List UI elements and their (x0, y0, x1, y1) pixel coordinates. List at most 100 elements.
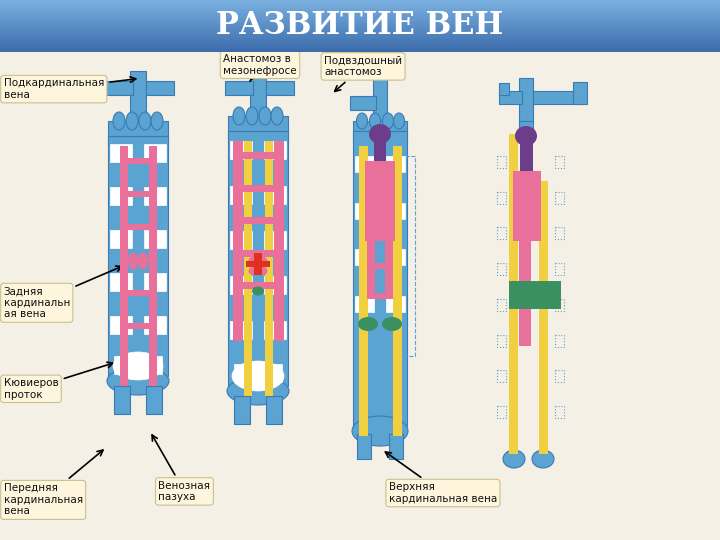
Bar (0, 40, 720, 42)
Bar (120, 257, 157, 263)
Ellipse shape (151, 112, 163, 130)
Ellipse shape (129, 253, 137, 260)
Bar (120, 191, 157, 197)
Bar (519, 121, 533, 141)
Ellipse shape (126, 112, 138, 130)
Bar (0, 32, 720, 35)
Bar (0, 38, 720, 39)
Bar (264, 321, 286, 339)
Bar (386, 156, 405, 172)
Bar (499, 83, 509, 95)
Bar (110, 230, 132, 248)
Bar (355, 202, 374, 219)
Bar (110, 316, 132, 334)
Bar (144, 230, 166, 248)
Bar (246, 261, 270, 267)
Bar (386, 202, 405, 219)
Bar (513, 171, 541, 241)
Bar (264, 276, 286, 294)
Ellipse shape (532, 450, 554, 468)
Bar (520, 134, 533, 189)
Bar (233, 249, 284, 256)
Bar (355, 296, 374, 312)
Bar (555, 370, 564, 382)
Ellipse shape (394, 113, 405, 129)
Bar (555, 335, 564, 347)
Bar (0, 14, 720, 16)
Bar (144, 144, 166, 162)
Bar (0, 39, 720, 41)
Bar (509, 281, 561, 309)
Ellipse shape (356, 113, 367, 129)
Bar (0, 29, 720, 30)
Ellipse shape (259, 107, 271, 125)
Bar (233, 185, 284, 192)
Bar (0, 30, 720, 32)
Ellipse shape (382, 113, 394, 129)
Ellipse shape (129, 262, 137, 269)
Bar (539, 181, 548, 431)
Ellipse shape (246, 107, 258, 125)
Ellipse shape (113, 352, 163, 380)
Ellipse shape (358, 317, 378, 331)
Bar (0, 34, 720, 36)
Bar (0, 51, 720, 52)
Ellipse shape (107, 367, 169, 395)
Bar (225, 81, 253, 95)
Ellipse shape (134, 258, 142, 265)
Ellipse shape (113, 112, 125, 130)
Bar (114, 386, 130, 414)
Bar (230, 276, 252, 294)
Text: Задняя
кардинальн
ая вена: Задняя кардинальн ая вена (4, 266, 122, 319)
Bar (519, 78, 533, 123)
Ellipse shape (227, 377, 289, 405)
Bar (228, 131, 288, 386)
Bar (265, 141, 273, 396)
Ellipse shape (382, 317, 402, 331)
Ellipse shape (258, 267, 268, 275)
Bar (359, 146, 368, 436)
Bar (0, 26, 720, 28)
Text: Анастомоз в
мезонефросе: Анастомоз в мезонефросе (223, 54, 297, 82)
Bar (234, 396, 250, 424)
Bar (533, 91, 583, 104)
Bar (114, 356, 162, 374)
Bar (555, 192, 564, 204)
Bar (144, 273, 166, 291)
Bar (0, 22, 720, 24)
Bar (367, 196, 375, 296)
Bar (0, 31, 720, 33)
Bar (230, 321, 252, 339)
Bar (0, 28, 720, 29)
Bar (254, 253, 262, 275)
Bar (0, 44, 720, 46)
Bar (244, 141, 252, 396)
Bar (0, 5, 720, 7)
Bar (149, 146, 157, 386)
Bar (0, 35, 720, 37)
Bar (234, 364, 282, 382)
Bar (0, 3, 720, 4)
Bar (120, 224, 157, 230)
Bar (386, 296, 405, 312)
Bar (144, 316, 166, 334)
Bar (0, 36, 720, 38)
Bar (105, 81, 133, 95)
Bar (120, 158, 157, 164)
Ellipse shape (369, 124, 391, 144)
Bar (110, 187, 132, 205)
Bar (367, 203, 393, 209)
Bar (367, 263, 393, 269)
Text: Кювиеров
проток: Кювиеров проток (4, 362, 113, 400)
Bar (233, 217, 284, 224)
Bar (0, 48, 720, 50)
Text: Передняя
кардинальная
вена: Передняя кардинальная вена (4, 450, 103, 516)
Bar (146, 81, 174, 95)
Bar (555, 263, 564, 275)
Bar (373, 71, 387, 131)
Bar (573, 82, 587, 104)
Bar (228, 116, 288, 142)
Bar (555, 299, 564, 311)
Bar (0, 21, 720, 23)
Bar (120, 146, 128, 386)
